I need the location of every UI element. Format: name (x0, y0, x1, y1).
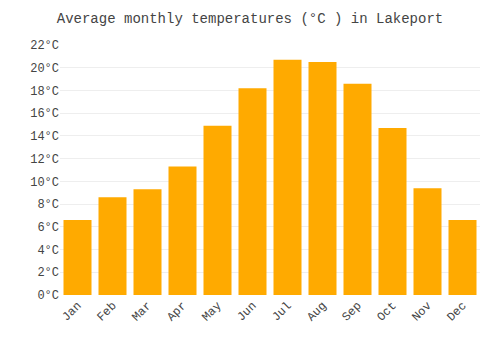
svg-text:10°C: 10°C (30, 176, 59, 190)
svg-text:Jun: Jun (234, 299, 259, 324)
svg-text:8°C: 8°C (37, 198, 59, 212)
svg-text:Jan: Jan (59, 299, 84, 324)
svg-text:2°C: 2°C (37, 266, 59, 280)
svg-text:Apr: Apr (164, 299, 189, 324)
svg-text:Mar: Mar (129, 299, 154, 324)
svg-text:Dec: Dec (444, 299, 469, 324)
svg-text:Jul: Jul (269, 299, 294, 324)
svg-text:Feb: Feb (94, 299, 119, 324)
svg-text:22°C: 22°C (30, 39, 59, 53)
svg-text:0°C: 0°C (37, 289, 59, 303)
svg-text:20°C: 20°C (30, 62, 59, 76)
svg-text:12°C: 12°C (30, 153, 59, 167)
svg-text:Nov: Nov (409, 299, 434, 324)
svg-text:18°C: 18°C (30, 85, 59, 99)
svg-text:6°C: 6°C (37, 221, 59, 235)
svg-text:Oct: Oct (374, 299, 399, 324)
svg-text:14°C: 14°C (30, 130, 59, 144)
svg-text:Average monthly temperatures (: Average monthly temperatures (°C ) in La… (57, 11, 443, 27)
svg-text:16°C: 16°C (30, 107, 59, 121)
svg-text:Aug: Aug (304, 299, 329, 324)
svg-text:Sep: Sep (339, 299, 364, 324)
svg-text:4°C: 4°C (37, 244, 59, 258)
svg-text:May: May (199, 299, 224, 324)
